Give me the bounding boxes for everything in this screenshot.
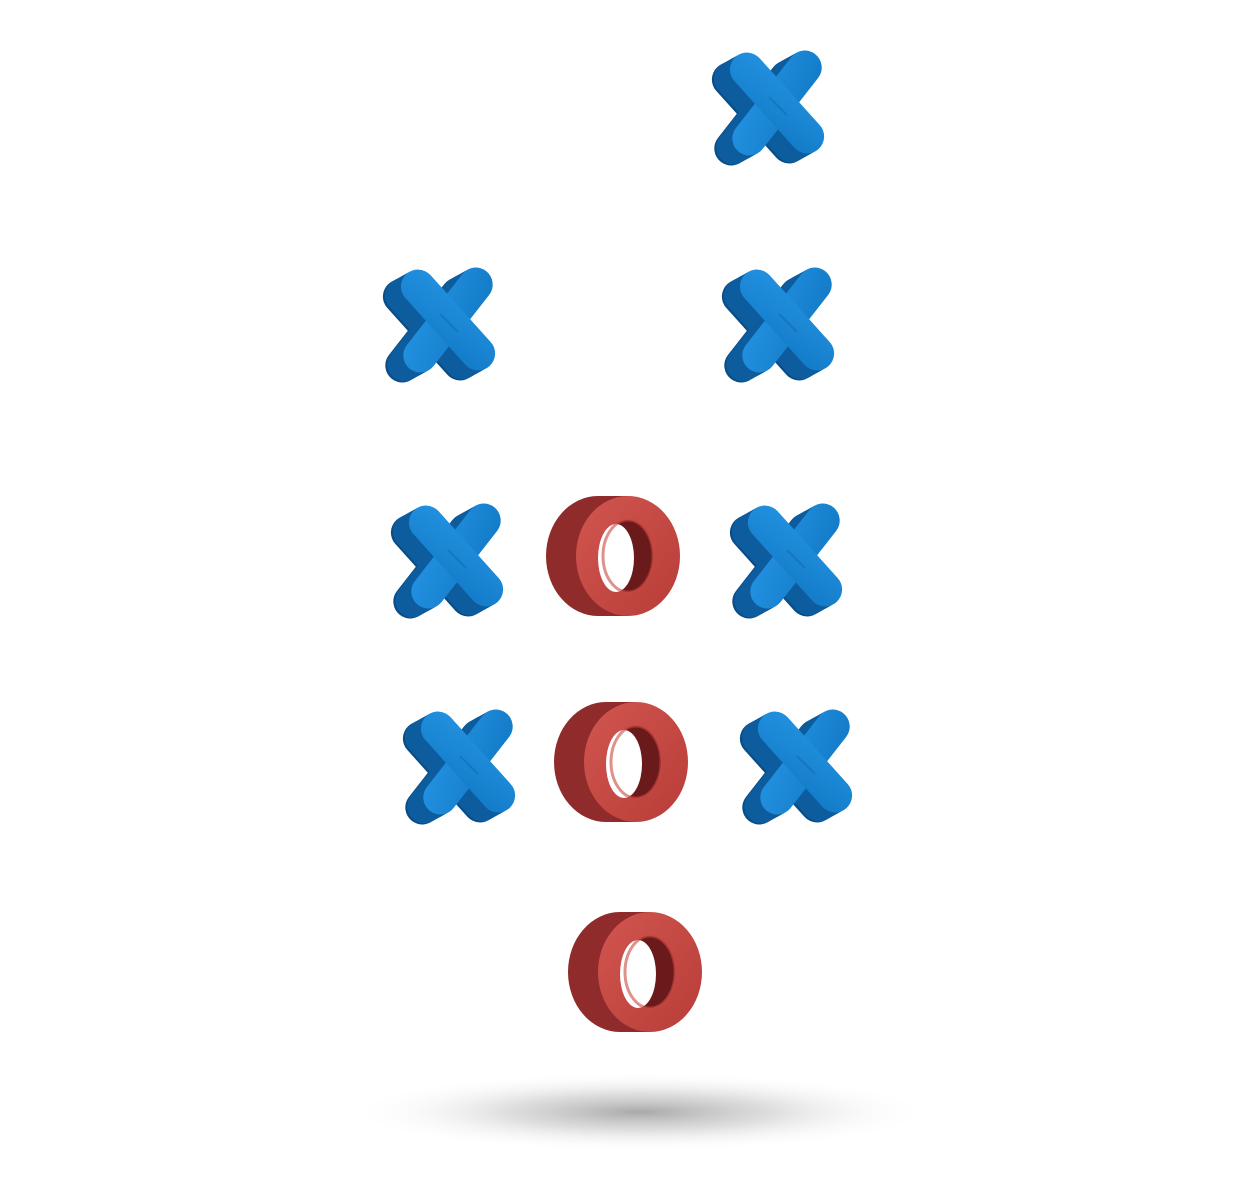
x-piece-icon <box>384 497 510 626</box>
x-piece-icon <box>396 703 522 832</box>
o-piece-icon <box>546 496 680 616</box>
pieces-layer <box>376 44 859 1032</box>
x-piece-icon <box>715 261 841 390</box>
x-piece-icon <box>733 703 859 832</box>
x-piece-icon <box>705 44 831 173</box>
o-piece-icon <box>554 702 688 822</box>
x-piece-icon <box>723 497 849 626</box>
ground-shadow <box>350 1072 930 1152</box>
x-piece-icon <box>376 261 502 390</box>
o-piece-icon <box>568 912 702 1032</box>
